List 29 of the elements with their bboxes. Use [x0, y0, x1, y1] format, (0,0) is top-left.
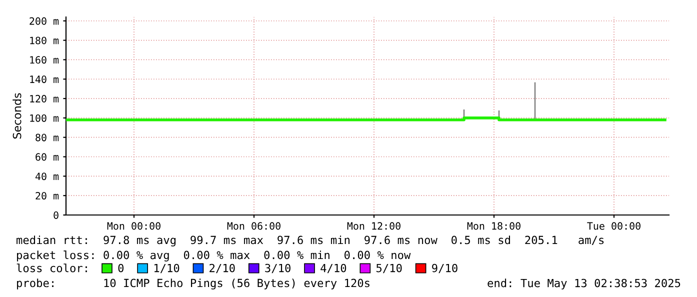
x-tick-label: Mon 00:00 — [107, 222, 160, 230]
legend-label: 1/10 — [154, 264, 180, 274]
y-tick-label: 140 m — [30, 76, 59, 84]
x-tick-label: Mon 12:00 — [347, 222, 400, 230]
y-tick-label: 200 m — [30, 17, 59, 25]
y-tick-label: 180 m — [30, 36, 59, 44]
text: probe: 10 ICMP Echo Pings (56 Bytes) every 120s — [17, 278, 370, 290]
legend-label: 2/10 — [210, 264, 235, 274]
x-tick-label: Mon 18:00 — [467, 222, 520, 230]
legend-label: 3/10 — [265, 264, 290, 274]
text: median rtt: 97.8 ms avg 99.7 ms max 97.6 ms min 97.6 ms now 0.5 ms sd 205.1 am/s — [16, 236, 604, 246]
y-tick-label: 0 — [54, 211, 58, 219]
legend-label: 9/10 — [432, 264, 458, 274]
y-tick-label: 80 m — [36, 134, 59, 142]
legend-label: 0 — [118, 264, 124, 272]
y-tick-label: 120 m — [30, 94, 59, 102]
legend-label: 4/10 — [320, 264, 346, 274]
text: end: Tue May 13 02:38:53 2025 — [488, 278, 680, 290]
y-tick-label: 20 m — [36, 192, 59, 200]
y-tick-label: 60 m — [36, 153, 59, 161]
y-tick-label: 100 m — [30, 114, 59, 122]
legend-label: 5/10 — [376, 264, 402, 274]
y-tick-label: 160 m — [30, 56, 59, 64]
x-tick-label: Tue 00:00 — [587, 222, 640, 230]
y-axis-title: Seconds — [12, 93, 22, 139]
text: packet loss: 0.00 % avg 0.00 % max 0.00 % min 0.00 % now — [17, 250, 411, 262]
y-tick-label: 40 m — [35, 172, 59, 180]
legend-title: loss color: — [16, 264, 87, 272]
x-tick-label: Mon 06:00 — [227, 222, 280, 230]
